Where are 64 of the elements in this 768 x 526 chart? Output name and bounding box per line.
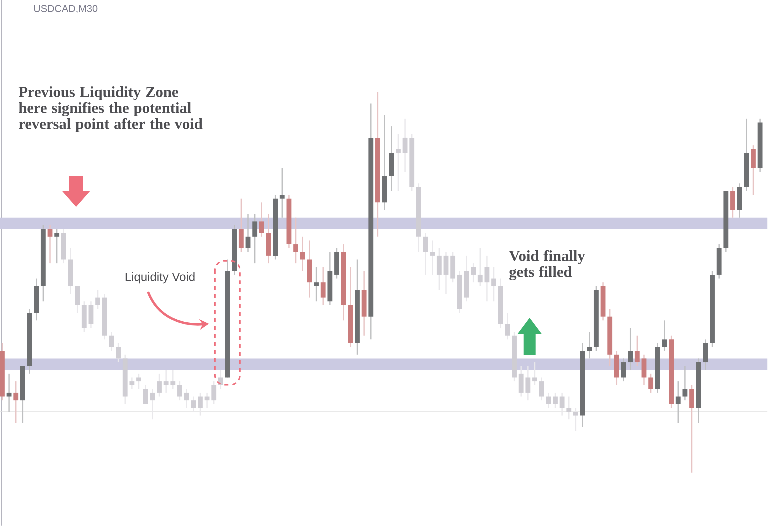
candlestick [212, 380, 217, 405]
candlestick [634, 335, 640, 367]
candlestick [157, 373, 162, 398]
candlestick [184, 388, 190, 409]
candlestick [587, 331, 592, 360]
candlestick [88, 300, 94, 329]
candlestick [238, 198, 244, 253]
chart-title: USDCAD,M30 [34, 5, 98, 14]
candlestick [82, 300, 87, 333]
annotation: Void finally gets filled [509, 250, 586, 280]
candlestick [423, 232, 428, 276]
candlestick [628, 328, 634, 371]
candlestick [75, 286, 80, 314]
candlestick [320, 266, 326, 306]
candlestick [642, 354, 647, 386]
candlestick [546, 392, 552, 409]
candlestick [6, 373, 12, 412]
candlestick [96, 289, 101, 310]
candlestick [136, 373, 142, 390]
candlestick [484, 255, 490, 302]
candlestick [478, 248, 483, 287]
candlestick [730, 186, 736, 218]
candlestick [505, 312, 510, 340]
candlestick [703, 338, 708, 371]
candlestick [396, 133, 401, 192]
candlestick [266, 213, 272, 264]
candlestick [539, 377, 544, 402]
candlestick [682, 366, 688, 402]
candlestick [259, 202, 264, 238]
candlestick [444, 251, 449, 294]
candlestick [246, 213, 251, 253]
candlestick [402, 118, 408, 173]
candlestick [690, 384, 694, 474]
candlestick [48, 224, 53, 264]
candlestick [280, 168, 285, 218]
candlestick [294, 217, 298, 264]
annotation: Liquidity Void [126, 272, 195, 284]
annotation: Previous Liquidity Zone here signifies the potential reversal point after the void [18, 86, 203, 132]
candlestick [314, 266, 319, 302]
candlestick [614, 350, 620, 386]
candlestick [553, 392, 558, 409]
candlestick [218, 369, 224, 390]
candlestick [252, 213, 258, 264]
candlestick [621, 358, 626, 382]
candlestick [492, 266, 496, 302]
candlestick [178, 380, 182, 402]
candlestick [436, 248, 442, 291]
candlestick [737, 182, 742, 218]
candlestick [662, 320, 668, 352]
candlestick [751, 144, 756, 196]
candlestick [471, 262, 476, 284]
candlestick [116, 342, 121, 364]
candlestick [300, 236, 306, 272]
candlestick [532, 362, 538, 386]
candlestick [14, 380, 19, 424]
candlestick [307, 240, 312, 298]
candlestick [389, 126, 394, 192]
candlestick [54, 228, 60, 264]
candlestick [676, 380, 681, 424]
candlestick [648, 373, 654, 394]
candlestick [450, 251, 456, 284]
candlestick [109, 331, 114, 352]
candlestick [334, 248, 340, 280]
candlestick [430, 240, 436, 276]
